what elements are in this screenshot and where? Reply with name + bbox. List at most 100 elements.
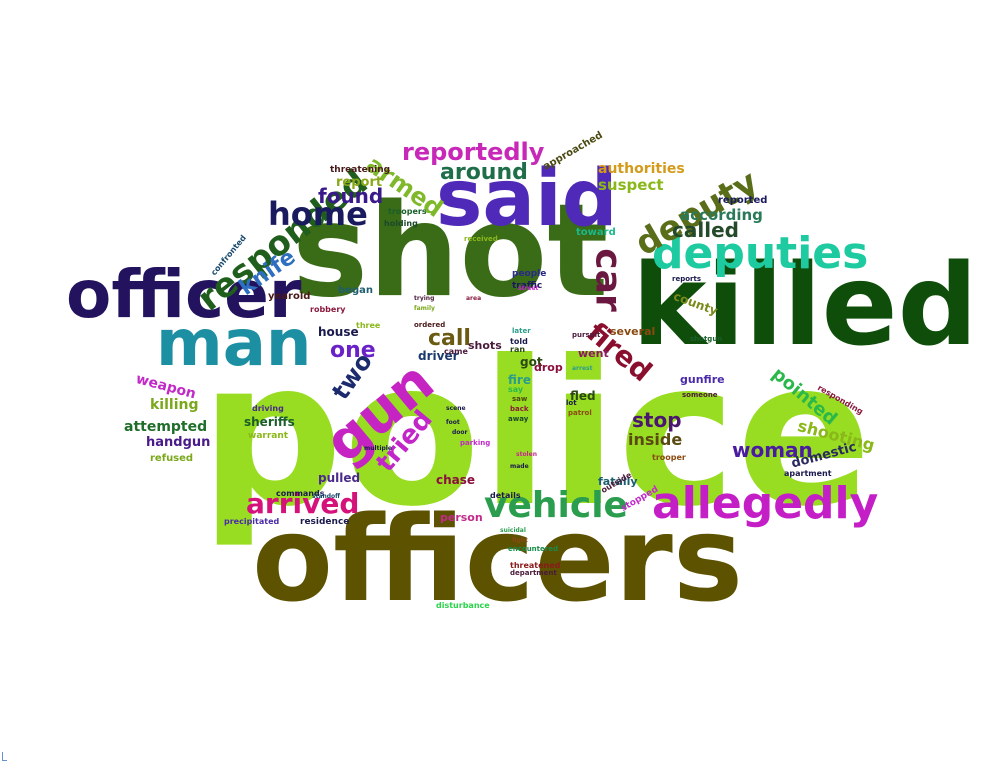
- word: troopers: [388, 207, 427, 216]
- corner-mark: [2, 752, 7, 761]
- word: standoff: [312, 493, 341, 500]
- word: call: [428, 326, 471, 351]
- word: away: [508, 415, 529, 423]
- word: shots: [468, 339, 502, 352]
- word: person: [440, 511, 483, 524]
- word: ran: [510, 345, 526, 354]
- word: man: [156, 307, 312, 381]
- word: drop: [534, 361, 563, 374]
- word: report: [336, 175, 383, 190]
- word: patrol: [568, 409, 592, 417]
- word: fatally: [598, 475, 638, 488]
- word: area: [466, 295, 482, 302]
- word: made: [510, 463, 529, 470]
- word: fight: [512, 537, 528, 544]
- word: parking: [460, 439, 491, 447]
- word: foot: [446, 419, 460, 426]
- word: threatened: [510, 561, 561, 570]
- word: details: [490, 491, 521, 500]
- word: say: [508, 385, 524, 394]
- word: reports: [672, 275, 701, 283]
- word: precipitated: [224, 517, 280, 526]
- word: came: [444, 347, 468, 356]
- word: back: [510, 405, 529, 413]
- word: got: [520, 355, 543, 369]
- word: attempted: [124, 419, 208, 435]
- word: handgun: [146, 435, 211, 450]
- word: fire: [508, 373, 531, 387]
- word: house: [318, 325, 359, 339]
- word: door: [452, 429, 468, 436]
- word: trooper: [652, 453, 686, 462]
- word: suspect: [598, 176, 664, 194]
- word: robbery: [310, 305, 346, 314]
- word: later: [512, 327, 531, 335]
- word: officer: [66, 256, 302, 333]
- word: reportedly: [402, 138, 545, 166]
- word: officers: [252, 490, 744, 628]
- word: toward: [576, 227, 616, 238]
- word: saw: [512, 395, 528, 403]
- word: gunfire: [680, 373, 725, 386]
- word: received: [464, 235, 498, 243]
- word: encountered: [508, 545, 558, 553]
- word: began: [338, 285, 373, 296]
- word: told: [510, 337, 528, 346]
- word: refused: [150, 453, 194, 464]
- word: yearold: [268, 291, 311, 302]
- word: threatening: [330, 165, 391, 175]
- word: arrived: [246, 487, 360, 520]
- word: vehicle: [484, 485, 628, 526]
- word: one: [330, 338, 376, 363]
- word: holding: [384, 219, 418, 228]
- word: fled: [570, 389, 596, 403]
- word: called: [672, 218, 739, 242]
- word: said: [436, 154, 618, 244]
- word: three: [356, 321, 381, 330]
- word: department: [510, 569, 557, 577]
- word: apartment: [784, 469, 832, 478]
- word: home: [268, 195, 368, 233]
- word: stop: [632, 408, 682, 432]
- word: killed: [632, 241, 978, 371]
- word: inside: [628, 430, 683, 449]
- word: shot: [292, 177, 609, 326]
- word: killing: [150, 397, 199, 413]
- word: trying: [414, 295, 435, 302]
- word: suicidal: [500, 527, 526, 534]
- word: lot: [566, 399, 577, 407]
- word: car: [587, 248, 629, 312]
- word: around: [440, 160, 528, 185]
- word: according: [680, 206, 763, 224]
- word: deputies: [652, 228, 869, 279]
- word: allegedly: [652, 478, 879, 529]
- word: traffic: [512, 281, 543, 291]
- word: authorities: [598, 161, 685, 177]
- word: ordered: [414, 321, 446, 329]
- word: chase: [436, 473, 476, 487]
- word: reported: [718, 195, 768, 206]
- word: sheriffs: [244, 415, 295, 429]
- word: family: [414, 305, 435, 312]
- word: pursuit: [572, 331, 601, 339]
- word: pulled: [318, 471, 361, 485]
- word: people: [512, 269, 547, 279]
- word: disturbance: [436, 601, 490, 610]
- word: several: [610, 325, 656, 338]
- word: residence: [300, 517, 350, 527]
- word: someone: [682, 391, 718, 399]
- word: arrest: [572, 365, 593, 372]
- word: street: [518, 285, 539, 292]
- word: multiple: [364, 445, 392, 452]
- word: woman: [732, 438, 813, 462]
- word: driving: [252, 404, 284, 413]
- word: scene: [446, 405, 466, 412]
- word: commands: [276, 489, 325, 498]
- word: driver: [418, 349, 459, 363]
- word: went: [578, 347, 609, 360]
- word: found: [318, 184, 384, 208]
- word: police: [200, 318, 872, 551]
- word: stolen: [516, 451, 537, 458]
- word: shotgun: [690, 335, 723, 343]
